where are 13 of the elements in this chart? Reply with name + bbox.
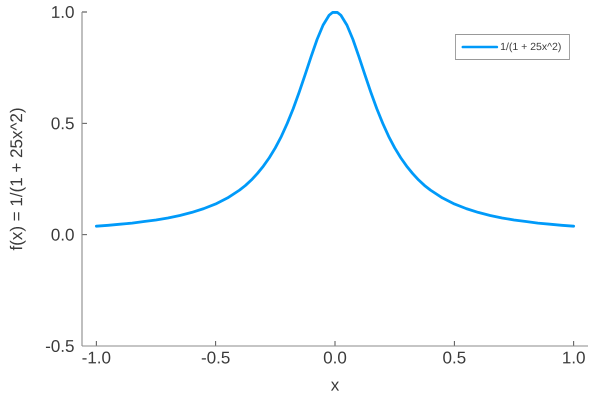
x-tick-label: 0.0 xyxy=(324,352,346,364)
legend-label: 1/(1 + 25x^2) xyxy=(500,42,561,52)
line-series xyxy=(94,11,576,228)
x-axis-title: x xyxy=(330,382,340,391)
x-tick-label: -0.5 xyxy=(202,352,230,364)
y-tick-label: -0.5 xyxy=(46,340,74,352)
y-tick-label: 1.0 xyxy=(52,6,74,18)
y-tick-label: 0.5 xyxy=(51,117,74,130)
x-tick-label: -1.0 xyxy=(82,352,110,364)
x-tick-label: 0.5 xyxy=(443,352,466,364)
x-tick-label: 1.0 xyxy=(563,352,585,364)
y-tick-label: 0.0 xyxy=(51,228,74,241)
y-axis-title: f(x) = 1/(1 + 25x^2) xyxy=(10,108,26,250)
